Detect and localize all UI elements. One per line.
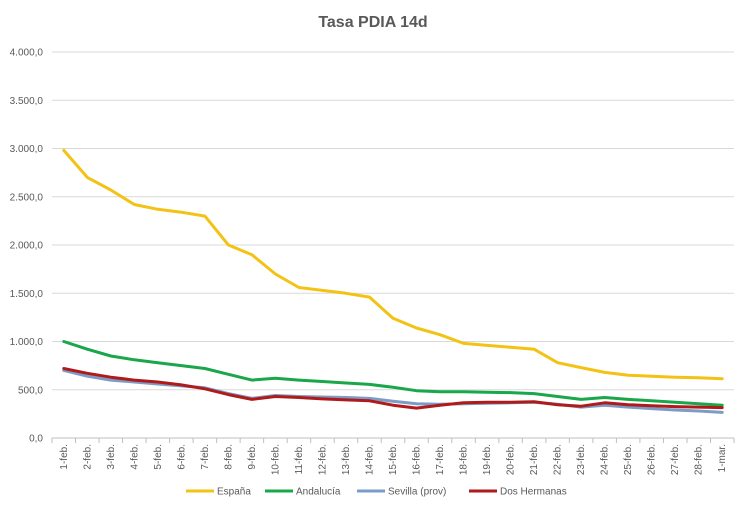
x-tick-label: 10-feb.	[270, 444, 281, 475]
x-tick-label: 5-feb.	[153, 444, 164, 470]
y-tick-label: 2.500,0	[10, 192, 44, 203]
x-tick-label: 26-feb.	[647, 444, 658, 475]
x-tick-label: 21-feb.	[529, 444, 540, 475]
x-tick-label: 9-feb.	[247, 444, 258, 470]
y-tick-label: 2.000,0	[10, 241, 44, 252]
x-tick-label: 28-feb.	[694, 444, 705, 475]
x-tick-label: 17-feb.	[435, 444, 446, 475]
x-tick-label: 3-feb.	[106, 444, 117, 470]
x-tick-label: 20-feb.	[506, 444, 517, 475]
x-tick-label: 6-feb.	[176, 444, 187, 470]
x-tick-label: 27-feb.	[670, 444, 681, 475]
chart-title: Tasa PDIA 14d	[318, 14, 427, 31]
x-tick-label: 4-feb.	[129, 444, 140, 470]
x-tick-label: 18-feb.	[459, 444, 470, 475]
y-tick-label: 3.000,0	[10, 144, 44, 155]
legend-label: Sevilla (prov)	[388, 487, 446, 498]
y-axis-ticks: 0,0 500,0 1.000,0 1.500,0 2.000,0 2.500,0 3.00…	[10, 48, 44, 445]
x-tick-label: 23-feb.	[576, 444, 587, 475]
y-tick-label: 500,0	[18, 385, 43, 396]
x-tick-label: 11-feb.	[294, 444, 305, 474]
x-tick-label: 1-feb.	[59, 444, 70, 470]
x-tick-label: 25-feb.	[623, 444, 634, 475]
series-line-1	[62, 340, 724, 407]
x-tick-label: 22-feb.	[553, 444, 564, 475]
x-tick-label: 12-feb.	[317, 444, 328, 475]
x-tick-label: 7-feb.	[200, 444, 211, 470]
x-tick-label: 2-feb.	[82, 444, 93, 470]
x-tick-label: 19-feb.	[482, 444, 493, 475]
y-tick-label: 1.500,0	[10, 289, 44, 300]
y-tick-label: 3.500,0	[10, 96, 44, 107]
legend-label: Andalucía	[296, 487, 341, 498]
x-tick-label: 14-feb.	[364, 444, 375, 475]
series-line-0	[62, 148, 724, 381]
legend: España Andalucía Sevilla (prov) Dos Hermana…	[186, 487, 567, 498]
series-line-3	[62, 367, 724, 410]
legend-label: Dos Hermanas	[500, 487, 567, 498]
x-tick-label: 8-feb.	[223, 444, 234, 470]
x-tick-label: 24-feb.	[600, 444, 611, 475]
series-lines	[62, 148, 724, 414]
gridlines	[52, 51, 734, 439]
legend-label: España	[217, 487, 251, 498]
x-tick-label: 15-feb.	[388, 444, 399, 475]
x-axis-ticks: 1-feb. 2-feb. 3-feb. 4-feb. 5-feb. 6-feb. 7-fe…	[51, 438, 735, 475]
x-tick-label: 1-mar.	[717, 444, 728, 472]
y-tick-label: 4.000,0	[10, 48, 44, 59]
y-tick-label: 0,0	[29, 434, 43, 445]
y-tick-label: 1.000,0	[10, 337, 44, 348]
x-tick-label: 16-feb.	[412, 444, 423, 475]
x-tick-label: 13-feb.	[341, 444, 352, 475]
